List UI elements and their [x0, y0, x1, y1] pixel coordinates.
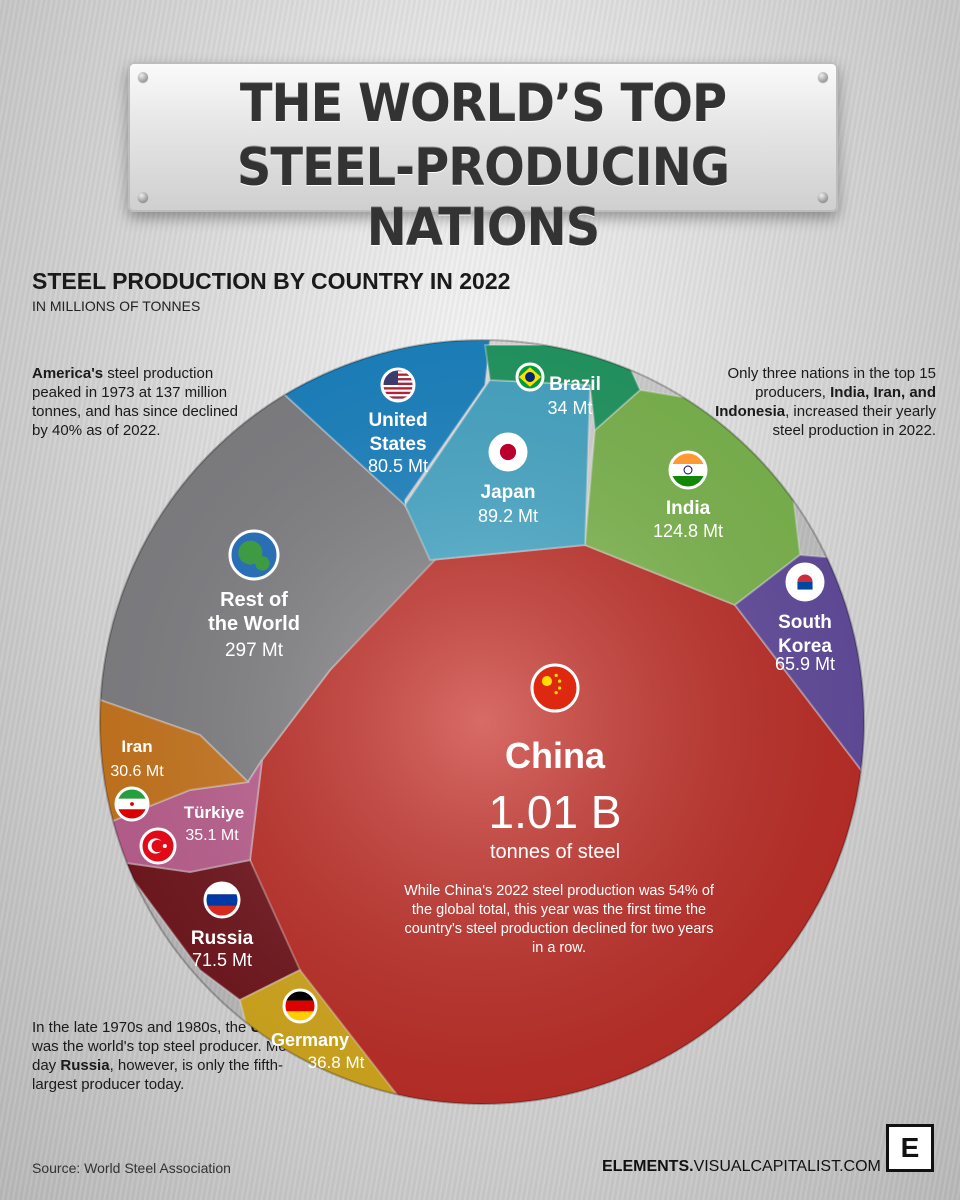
turkiye-flag-icon: [139, 827, 177, 865]
value-label-russia: 71.5 Mt: [192, 950, 252, 970]
note-top15-pre: Only three nations in the top 15 produce…: [727, 365, 936, 401]
brand-rest: VISUALCAPITALIST.COM: [693, 1158, 881, 1175]
note-america-text: steel production peaked in 1973 at 137 m…: [32, 365, 238, 439]
note-ussr-post: , however, is only the fifth-largest pro…: [32, 1057, 283, 1093]
title-plate: THE WORLD’S TOP STEEL-PRODUCING NATIONS: [128, 62, 838, 258]
title-line-1: THE WORLD’S TOP: [239, 74, 727, 134]
china-name-label: China: [505, 735, 606, 776]
label-south-korea: South: [778, 612, 832, 633]
brand-bold: ELEMENTS.: [602, 1158, 694, 1175]
usa-flag-icon: [380, 367, 416, 403]
title-line-2: STEEL-PRODUCING NATIONS: [236, 138, 730, 258]
value-label-india: 124.8 Mt: [653, 521, 723, 541]
screw-icon: [138, 72, 148, 82]
label-south-korea: Korea: [778, 636, 832, 657]
label-t-rkiye: Türkiye: [184, 803, 244, 822]
label-rest-of-the-world: Rest of: [220, 589, 288, 611]
value-label-iran: 30.6 Mt: [110, 763, 164, 780]
note-top15-bold: India, Iran, and Indonesia: [715, 384, 936, 420]
source-text: Source: World Steel Association: [32, 1160, 231, 1176]
iran-flag-icon: [114, 786, 150, 822]
label-russia: Russia: [191, 928, 254, 949]
note-ussr-bold2: Russia: [60, 1057, 110, 1074]
label-united-states: States: [369, 434, 426, 455]
label-brazil: Brazil: [549, 374, 601, 395]
screw-icon: [818, 192, 828, 202]
south-korea-flag-icon: [785, 562, 825, 602]
chart-subtitle: STEEL PRODUCTION BY COUNTRY IN 2022: [32, 268, 511, 294]
china-value-label: 1.01 B: [489, 786, 622, 838]
unit-label: IN MILLIONS OF TONNES: [32, 298, 201, 314]
label-iran: Iran: [121, 737, 152, 756]
label-india: India: [666, 498, 711, 519]
value-label-rest-of-the-world: 297 Mt: [225, 640, 284, 661]
note-ussr-mid: was the world's top steel producer. Mode…: [32, 1038, 322, 1074]
india-flag-icon: [668, 450, 708, 490]
screw-icon: [818, 72, 828, 82]
label-united-states: United: [368, 410, 427, 431]
screw-icon: [138, 192, 148, 202]
value-label-t-rkiye: 35.1 Mt: [185, 827, 239, 844]
note-ussr-pre: In the late 1970s and 1980s, the: [32, 1019, 251, 1036]
germany-flag-icon: [282, 988, 318, 1024]
globe-icon: [228, 529, 280, 581]
note-america-bold: America's: [32, 365, 104, 382]
value-label-united-states: 80.5 Mt: [368, 456, 428, 476]
note-top15-post: , increased their yearly steel productio…: [772, 403, 936, 439]
metal-shine-overlay: [100, 340, 864, 1104]
china-flag-icon: [530, 663, 580, 713]
china-unit-label: tonnes of steel: [490, 841, 620, 863]
note-top15: Only three nations in the top 15 produce…: [706, 364, 936, 440]
elements-logo-icon: E: [886, 1124, 934, 1172]
brand-url[interactable]: ELEMENTS.VISUALCAPITALIST.COM: [602, 1158, 881, 1176]
china-note: While China's 2022 steel production was …: [404, 883, 714, 956]
label-germany: Germany: [271, 1030, 349, 1050]
label-japan: Japan: [481, 482, 536, 503]
value-label-japan: 89.2 Mt: [478, 506, 538, 526]
value-label-brazil: 34 Mt: [547, 398, 592, 418]
chart-outline: [99, 339, 865, 1105]
china-callout: China 1.01 B tonnes of steel: [489, 735, 622, 863]
japan-flag-icon: [488, 432, 528, 472]
note-america: America's steel production peaked in 197…: [32, 364, 242, 440]
note-ussr: In the late 1970s and 1980s, the USSR wa…: [32, 1018, 322, 1094]
brazil-flag-icon: [515, 362, 545, 392]
value-label-south-korea: 65.9 Mt: [775, 654, 835, 674]
value-label-germany: 36.8 Mt: [308, 1053, 365, 1072]
russia-flag-icon: [203, 881, 241, 919]
label-rest-of-the-world: the World: [208, 613, 300, 635]
